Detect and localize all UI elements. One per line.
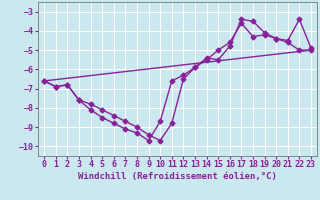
X-axis label: Windchill (Refroidissement éolien,°C): Windchill (Refroidissement éolien,°C) xyxy=(78,172,277,181)
